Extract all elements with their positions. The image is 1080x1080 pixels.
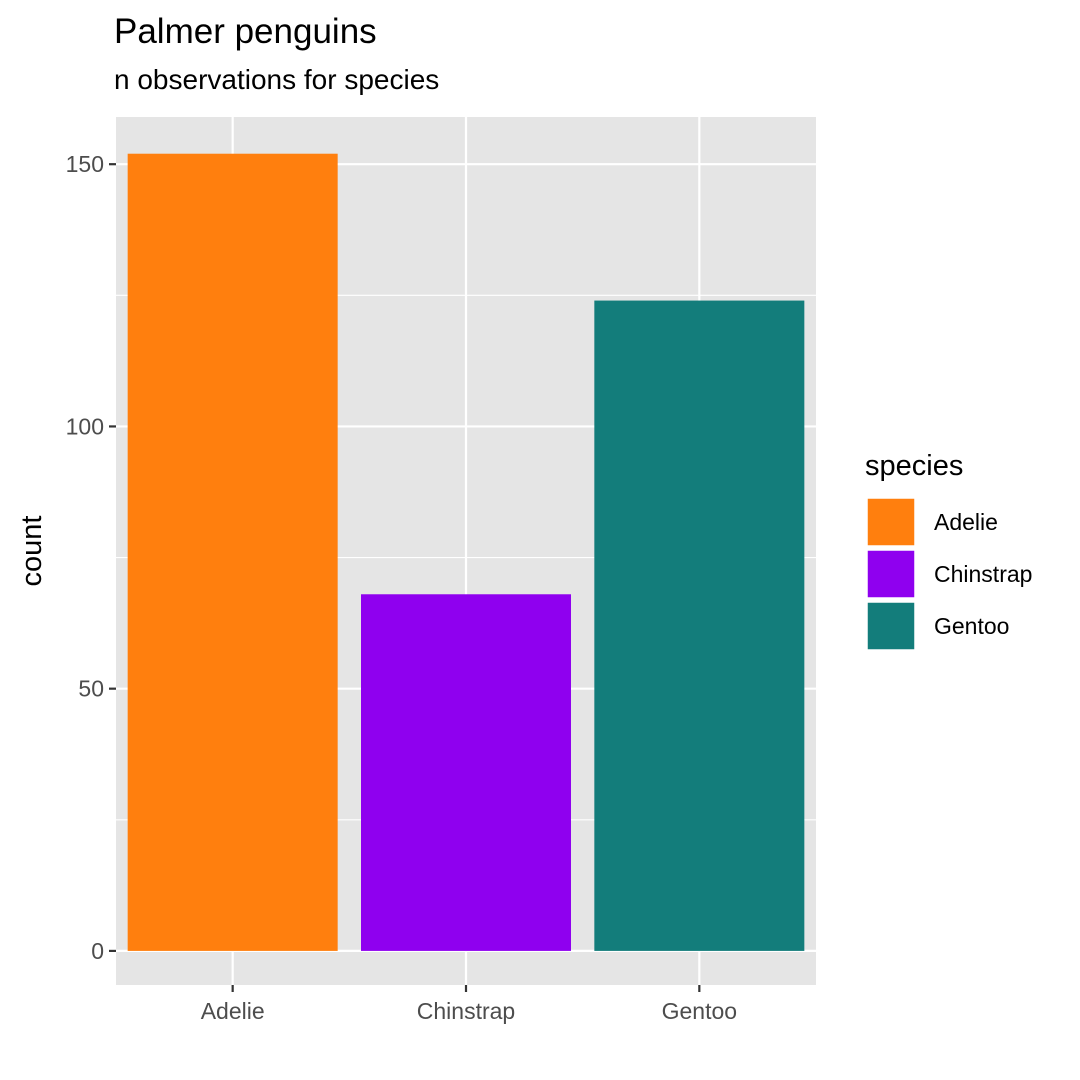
x-tick-label: Chinstrap	[417, 998, 515, 1024]
y-tick-label: 100	[66, 413, 104, 439]
legend-key-gentoo	[866, 601, 916, 651]
bar-chinstrap[interactable]	[361, 594, 571, 951]
x-tick-label: Gentoo	[662, 998, 737, 1024]
legend-key-chinstrap	[866, 549, 916, 599]
x-tick-label: Adelie	[201, 998, 265, 1024]
legend-label-chinstrap: Chinstrap	[934, 561, 1032, 587]
chart-subtitle: n observations for species	[114, 64, 440, 95]
legend-key-adelie	[866, 497, 916, 547]
legend-label-gentoo: Gentoo	[934, 613, 1009, 639]
bar-adelie[interactable]	[127, 153, 338, 951]
chart-title: Palmer penguins	[114, 12, 377, 51]
y-tick-label: 150	[66, 151, 104, 177]
legend-label-adelie: Adelie	[934, 509, 998, 535]
legend-title: species	[865, 450, 963, 482]
y-axis-label: count	[16, 516, 48, 587]
bar-gentoo[interactable]	[594, 300, 805, 951]
y-tick-label: 0	[91, 938, 104, 964]
y-tick-label: 50	[78, 676, 104, 702]
